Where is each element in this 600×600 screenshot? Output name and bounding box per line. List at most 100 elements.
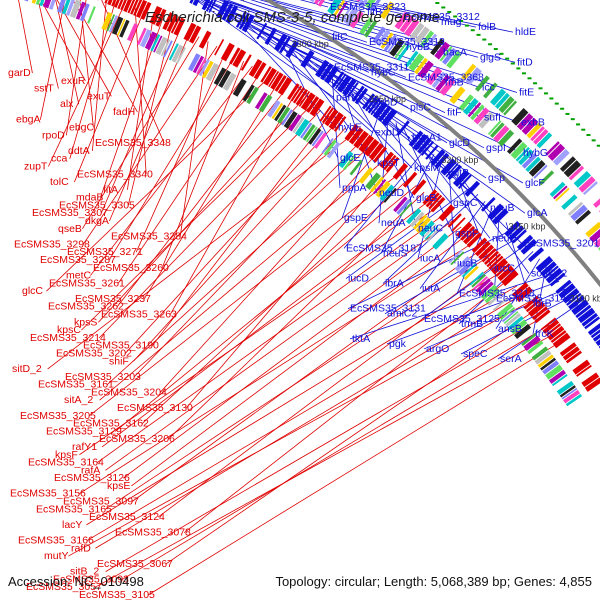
gene-label-reverse: EcSMS35_3125 [424, 313, 500, 325]
gene-block [486, 253, 502, 268]
gene-block [133, 0, 143, 16]
leader-line-forward [133, 139, 362, 378]
gene-block [189, 25, 202, 44]
gene-block [487, 120, 502, 136]
leader-line-reverse [343, 147, 427, 249]
gene-block [333, 0, 346, 17]
gene-block [79, 3, 90, 22]
gene-label-reverse: gspF [455, 227, 478, 239]
gene-label-forward: metC [66, 270, 92, 282]
gene-block [116, 18, 126, 36]
gene-block [24, 0, 29, 2]
gene-block [353, 130, 369, 149]
gene-block [248, 58, 263, 78]
gene-block [338, 150, 354, 169]
gene-label-reverse: EcSMS35_3131 [350, 303, 426, 315]
gene-block [153, 35, 163, 53]
gene-block [188, 53, 201, 72]
gene-block [364, 0, 376, 10]
gene-label-reverse: glcD [449, 137, 470, 149]
tick-dot [554, 102, 559, 105]
gene-block [414, 26, 430, 45]
gene-label-forward: EcSMS35_3340 [77, 168, 153, 180]
gene-block [192, 55, 205, 74]
gene-block [373, 179, 387, 195]
gene-block [503, 311, 519, 324]
gene-label-reverse: glcA [527, 207, 547, 219]
leader-line-forward [143, 81, 279, 300]
gene-label-reverse: iucA [420, 252, 440, 264]
leader-line-reverse [423, 288, 566, 350]
leader-line-reverse [250, 0, 405, 48]
gene-block [417, 137, 432, 154]
gene-block [512, 282, 529, 298]
leader-line-forward [105, 219, 455, 471]
gene-label-reverse: neuA [381, 217, 406, 229]
gene-block [155, 8, 167, 27]
gene-label-forward: EcSMS35_3298 [14, 238, 90, 250]
gene-block [56, 0, 66, 13]
gene-block [283, 111, 298, 129]
gene-block [501, 269, 519, 287]
gene-block [323, 139, 337, 156]
gene-block [201, 0, 211, 11]
gene-label-forward: dkgA [85, 215, 109, 227]
gene-block [508, 225, 525, 241]
tick-dot [510, 62, 515, 65]
leader-line-reverse [347, 0, 477, 28]
leader-line-forward [82, 36, 200, 230]
gene-label-forward: EcSMS35_3202 [56, 347, 132, 359]
leader-line-forward [133, 127, 346, 362]
leader-line-forward [169, 92, 296, 315]
gene-block [510, 319, 528, 335]
tick-dot [493, 48, 498, 51]
gene-label-reverse: iucB [457, 257, 477, 269]
gene-block [43, 0, 52, 9]
gene-label-forward: exuT [87, 90, 111, 102]
gene-label-forward: rafA [81, 464, 100, 476]
gene-block [336, 74, 352, 93]
gene-label-reverse: exbD [375, 127, 400, 139]
gene-block [419, 220, 435, 237]
topology-text: Topology: circular; Length: 5,068,389 bp… [275, 574, 592, 589]
gene-block [162, 12, 174, 31]
gene-block [572, 359, 591, 375]
gene-block [333, 115, 347, 132]
gene-label-forward: shiF [109, 355, 129, 367]
figure-title: Escherichia coli SMS-3-5, complete genom… [145, 9, 441, 26]
gene-block [396, 44, 411, 61]
kbp-tick-label: 3200 kbp [441, 155, 478, 165]
leader-line-forward [48, 1, 127, 167]
gene-block [222, 72, 237, 91]
gene-block [108, 15, 119, 33]
gene-block [480, 196, 496, 212]
gene-block [383, 34, 397, 52]
gene-label-reverse: trmB [461, 318, 483, 330]
gene-label-reverse: neuD [379, 187, 405, 199]
gene-block [405, 50, 419, 68]
gene-block [385, 156, 400, 173]
gene-label-forward: EcSMS35_3237 [75, 293, 151, 305]
gene-block [127, 0, 136, 14]
gene-block [176, 46, 187, 64]
leader-line-forward [98, 98, 305, 323]
gene-block [415, 217, 431, 234]
gene-block [372, 26, 387, 44]
gene-block [426, 67, 443, 86]
gene-block [543, 265, 559, 279]
tick-dot [565, 112, 570, 115]
gene-block [111, 0, 116, 7]
gene-block [425, 192, 440, 208]
gene-block [328, 112, 344, 130]
gene-block [530, 126, 545, 142]
gene-label-reverse: ribB [445, 76, 464, 88]
gene-block [65, 0, 75, 16]
gene-label-forward: qseB [58, 223, 82, 235]
gene-block [235, 11, 247, 28]
leader-line-forward [78, 240, 476, 495]
tick-dot [591, 139, 596, 142]
gene-block [264, 27, 277, 46]
gene-label-forward: EcSMS35_3156 [10, 488, 86, 500]
gene-block [526, 122, 543, 139]
gene-block [487, 203, 505, 221]
